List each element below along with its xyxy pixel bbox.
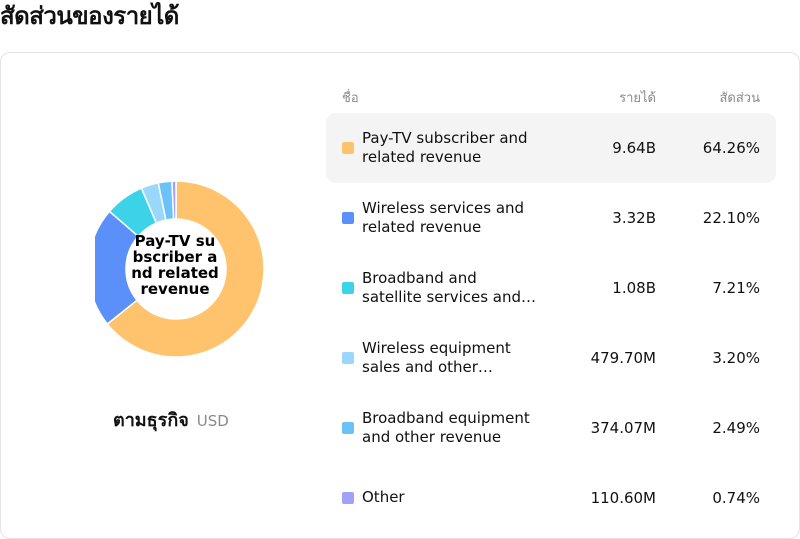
row-name: Pay-TV subscriber and related revenue <box>362 129 528 166</box>
row-revenue: 479.70M <box>590 349 656 367</box>
legend-swatch <box>342 142 354 154</box>
donut-center-label: Pay-TV subscriber and related revenue <box>131 232 219 298</box>
legend-swatch <box>342 422 354 434</box>
row-name: Wireless equipment sales and other… <box>362 339 511 376</box>
table-row[interactable]: Other 110.60M 0.74% <box>326 463 776 533</box>
header-share: สัดส่วน <box>719 91 761 106</box>
revenue-breakdown-card: Pay-TV subscriber and related revenue ตา… <box>0 52 800 539</box>
row-revenue: 1.08B <box>612 279 656 297</box>
row-name: Other <box>362 488 405 506</box>
row-name: Broadband equipment and other revenue <box>362 409 530 446</box>
donut-slice-1[interactable] <box>106 181 265 358</box>
row-share: 3.20% <box>712 349 760 367</box>
row-name: Broadband and satellite services and… <box>362 269 537 306</box>
chart-caption-unit: USD <box>196 412 229 430</box>
legend-swatch <box>342 212 354 224</box>
row-revenue: 374.07M <box>590 419 656 437</box>
header-revenue: รายได้ <box>619 91 656 106</box>
row-share: 2.49% <box>712 419 760 437</box>
row-revenue: 9.64B <box>612 139 656 157</box>
legend-swatch <box>342 282 354 294</box>
header-name: ชื่อ <box>342 91 359 106</box>
row-revenue: 110.60M <box>590 489 656 507</box>
table-header: ชื่อ รายได้ สัดส่วน <box>326 81 776 113</box>
revenue-table: ชื่อ รายได้ สัดส่วน Pay-TV subscriber an… <box>326 81 776 533</box>
table-row[interactable]: Pay-TV subscriber and related revenue 9.… <box>326 113 776 183</box>
table-row[interactable]: Wireless services and related revenue 3.… <box>326 183 776 253</box>
row-revenue: 3.32B <box>612 209 656 227</box>
table-row[interactable]: Wireless equipment sales and other… 479.… <box>326 323 776 393</box>
row-share: 0.74% <box>712 489 760 507</box>
row-share: 64.26% <box>702 139 760 157</box>
legend-swatch <box>342 352 354 364</box>
donut-slice-6[interactable] <box>171 181 177 220</box>
donut-chart: Pay-TV subscriber and related revenue <box>95 181 265 359</box>
table-row[interactable]: Broadband equipment and other revenue 37… <box>326 393 776 463</box>
chart-caption-label: ตามธุรกิจ <box>113 410 189 431</box>
page-title: สัดส่วนของรายได้ <box>0 2 179 30</box>
chart-caption: ตามธุรกิจ USD <box>113 405 229 434</box>
legend-swatch <box>342 492 354 504</box>
row-share: 22.10% <box>702 209 760 227</box>
row-name: Wireless services and related revenue <box>362 199 525 236</box>
donut-svg <box>95 181 265 358</box>
table-row[interactable]: Broadband and satellite services and… 1.… <box>326 253 776 323</box>
row-share: 7.21% <box>712 279 760 297</box>
